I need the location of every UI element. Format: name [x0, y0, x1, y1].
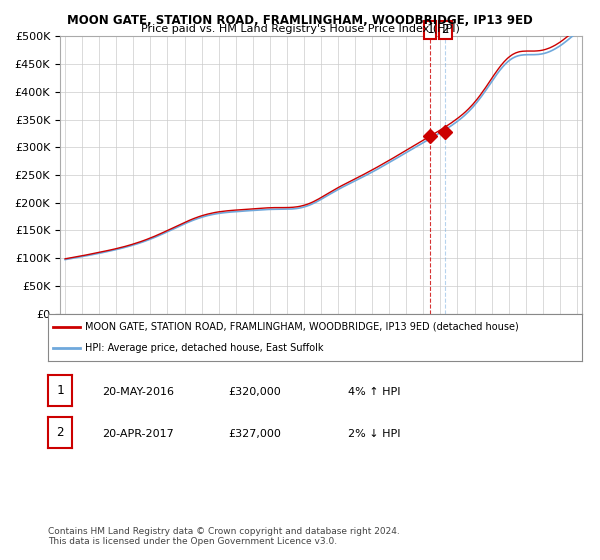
Text: HPI: Average price, detached house, East Suffolk: HPI: Average price, detached house, East… — [85, 343, 324, 353]
Text: 4% ↑ HPI: 4% ↑ HPI — [348, 387, 401, 397]
Text: £327,000: £327,000 — [228, 429, 281, 439]
Text: 1: 1 — [426, 24, 434, 36]
Text: MOON GATE, STATION ROAD, FRAMLINGHAM, WOODBRIDGE, IP13 9ED: MOON GATE, STATION ROAD, FRAMLINGHAM, WO… — [67, 14, 533, 27]
Text: Contains HM Land Registry data © Crown copyright and database right 2024.
This d: Contains HM Land Registry data © Crown c… — [48, 526, 400, 546]
Text: 2: 2 — [442, 24, 449, 36]
Text: £320,000: £320,000 — [228, 387, 281, 397]
Text: Price paid vs. HM Land Registry's House Price Index (HPI): Price paid vs. HM Land Registry's House … — [140, 24, 460, 34]
Text: 20-MAY-2016: 20-MAY-2016 — [102, 387, 174, 397]
Text: 1: 1 — [56, 384, 64, 397]
Text: 2% ↓ HPI: 2% ↓ HPI — [348, 429, 401, 439]
Text: MOON GATE, STATION ROAD, FRAMLINGHAM, WOODBRIDGE, IP13 9ED (detached house): MOON GATE, STATION ROAD, FRAMLINGHAM, WO… — [85, 322, 519, 332]
Text: 2: 2 — [56, 426, 64, 439]
Text: 20-APR-2017: 20-APR-2017 — [102, 429, 174, 439]
